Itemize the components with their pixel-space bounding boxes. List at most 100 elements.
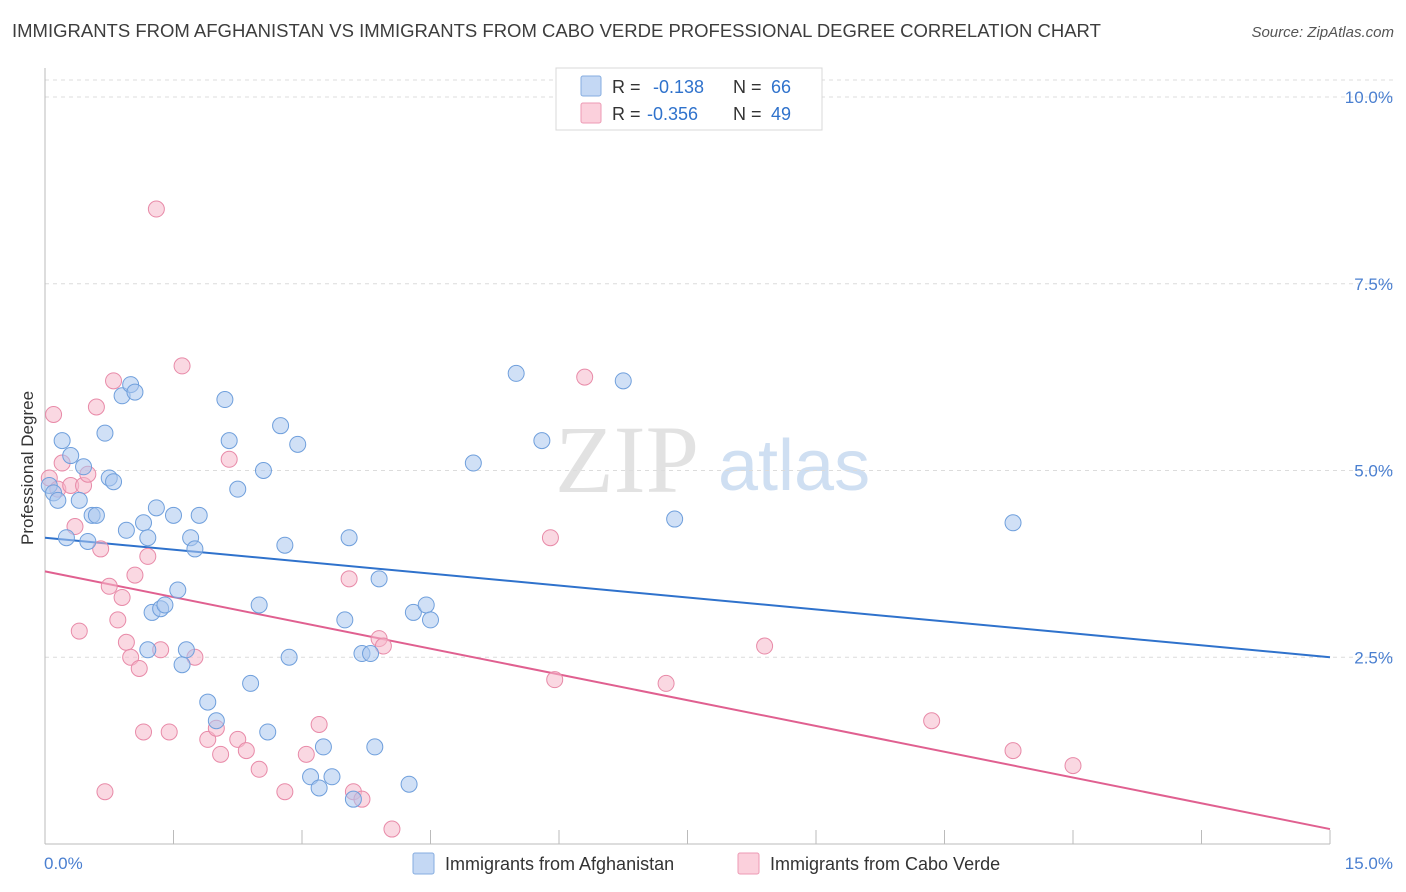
- point-afghanistan-43: [289, 435, 307, 453]
- point-caboverde-29: [212, 745, 230, 763]
- point-afghanistan-47: [323, 768, 341, 786]
- point-caboverde-27: [199, 730, 217, 748]
- stats-swatch-caboverde: [580, 102, 602, 124]
- source-credit: Source: ZipAtlas.com: [1251, 24, 1394, 41]
- stats-r-label-caboverde: R =: [612, 104, 641, 124]
- point-caboverde-36: [310, 715, 328, 733]
- point-caboverde-45: [576, 368, 594, 386]
- point-afghanistan-40: [272, 417, 290, 435]
- point-afghanistan-35: [229, 480, 247, 498]
- point-afghanistan-37: [250, 596, 268, 614]
- point-caboverde-13: [105, 372, 123, 390]
- point-afghanistan-25: [169, 581, 187, 599]
- point-caboverde-16: [117, 633, 135, 651]
- point-afghanistan-61: [533, 432, 551, 450]
- point-afghanistan-59: [464, 454, 482, 472]
- point-afghanistan-54: [370, 570, 388, 588]
- stats-n-value-afghanistan: 66: [771, 77, 791, 97]
- point-afghanistan-7: [75, 458, 93, 476]
- point-afghanistan-49: [340, 529, 358, 547]
- point-afghanistan-53: [366, 738, 384, 756]
- watermark-atlas: atlas: [718, 426, 870, 506]
- point-afghanistan-19: [139, 529, 157, 547]
- point-caboverde-43: [541, 529, 559, 547]
- stats-r-value-afghanistan: -0.138: [653, 77, 704, 97]
- point-afghanistan-8: [79, 532, 97, 550]
- point-caboverde-22: [147, 200, 165, 218]
- point-afghanistan-5: [62, 447, 80, 465]
- axes: [44, 68, 1331, 845]
- chart-title: IMMIGRANTS FROM AFGHANISTAN VS IMMIGRANT…: [12, 20, 1101, 41]
- point-afghanistan-58: [422, 611, 439, 629]
- point-afghanistan-27: [177, 641, 195, 659]
- legend-swatch-afghanistan: [412, 852, 435, 875]
- point-afghanistan-13: [105, 473, 123, 491]
- point-afghanistan-6: [70, 491, 88, 509]
- point-afghanistan-30: [190, 506, 208, 524]
- point-afghanistan-11: [96, 424, 114, 442]
- x-tick-label-min: 0.0%: [44, 854, 83, 873]
- point-afghanistan-44: [302, 768, 320, 786]
- point-afghanistan-15: [117, 521, 135, 539]
- stats-n-label-caboverde: N =: [733, 104, 762, 124]
- point-caboverde-20: [135, 723, 153, 741]
- point-caboverde-46: [657, 674, 675, 692]
- point-afghanistan-29: [186, 540, 204, 558]
- series-afghanistan: [40, 364, 1022, 808]
- point-afghanistan-63: [666, 510, 684, 528]
- point-afghanistan-50: [344, 790, 362, 808]
- point-afghanistan-4: [57, 529, 75, 547]
- point-caboverde-32: [237, 742, 255, 760]
- point-caboverde-11: [96, 783, 114, 801]
- point-afghanistan-10: [87, 506, 105, 524]
- point-afghanistan-64: [1004, 514, 1022, 532]
- point-afghanistan-55: [400, 775, 418, 793]
- stats-r-value-caboverde: -0.356: [647, 104, 698, 124]
- point-caboverde-33: [250, 760, 268, 778]
- stats-swatch-afghanistan: [580, 75, 602, 97]
- point-afghanistan-17: [126, 383, 144, 401]
- point-afghanistan-24: [165, 506, 182, 524]
- point-afghanistan-23: [156, 596, 174, 614]
- point-afghanistan-38: [254, 462, 272, 479]
- y-tick-label-3: 10.0%: [1345, 88, 1393, 107]
- point-caboverde-37: [340, 570, 358, 588]
- point-caboverde-48: [923, 712, 941, 730]
- point-afghanistan-62: [614, 372, 632, 390]
- point-caboverde-6: [70, 622, 88, 640]
- point-afghanistan-31: [199, 693, 217, 711]
- point-afghanistan-65: [139, 641, 157, 659]
- y-axis-label: Professional Degree: [18, 391, 37, 545]
- point-afghanistan-39: [259, 723, 277, 741]
- point-caboverde-41: [374, 637, 392, 655]
- point-caboverde-15: [113, 588, 131, 606]
- point-afghanistan-48: [336, 611, 354, 629]
- point-caboverde-25: [173, 357, 191, 375]
- point-afghanistan-46: [314, 738, 332, 756]
- point-caboverde-10: [92, 540, 110, 558]
- point-caboverde-9: [87, 398, 105, 416]
- trendline-afghanistan: [44, 536, 1331, 659]
- point-afghanistan-60: [507, 364, 525, 382]
- stats-legend: R = -0.138 N = 66 R = -0.356 N = 49: [555, 67, 823, 131]
- point-afghanistan-52: [362, 645, 380, 663]
- legend-label-afghanistan: Immigrants from Afghanistan: [445, 854, 674, 874]
- point-afghanistan-21: [147, 499, 165, 517]
- trendline-caboverde: [44, 570, 1331, 831]
- y-tick-label-2: 7.5%: [1354, 275, 1393, 294]
- point-caboverde-35: [297, 745, 315, 763]
- point-afghanistan-2: [49, 491, 67, 509]
- y-tick-label-0: 2.5%: [1354, 648, 1393, 667]
- point-caboverde-17: [122, 648, 140, 666]
- point-afghanistan-33: [216, 391, 234, 409]
- series-legend: Immigrants from Afghanistan Immigrants f…: [412, 852, 1000, 875]
- point-afghanistan-57: [417, 596, 435, 614]
- point-caboverde-31: [229, 730, 247, 748]
- point-afghanistan-3: [53, 432, 71, 450]
- point-afghanistan-32: [207, 712, 225, 730]
- legend-label-caboverde: Immigrants from Cabo Verde: [770, 854, 1000, 874]
- point-caboverde-49: [1004, 742, 1022, 760]
- point-caboverde-34: [276, 783, 294, 801]
- point-caboverde-42: [383, 820, 401, 838]
